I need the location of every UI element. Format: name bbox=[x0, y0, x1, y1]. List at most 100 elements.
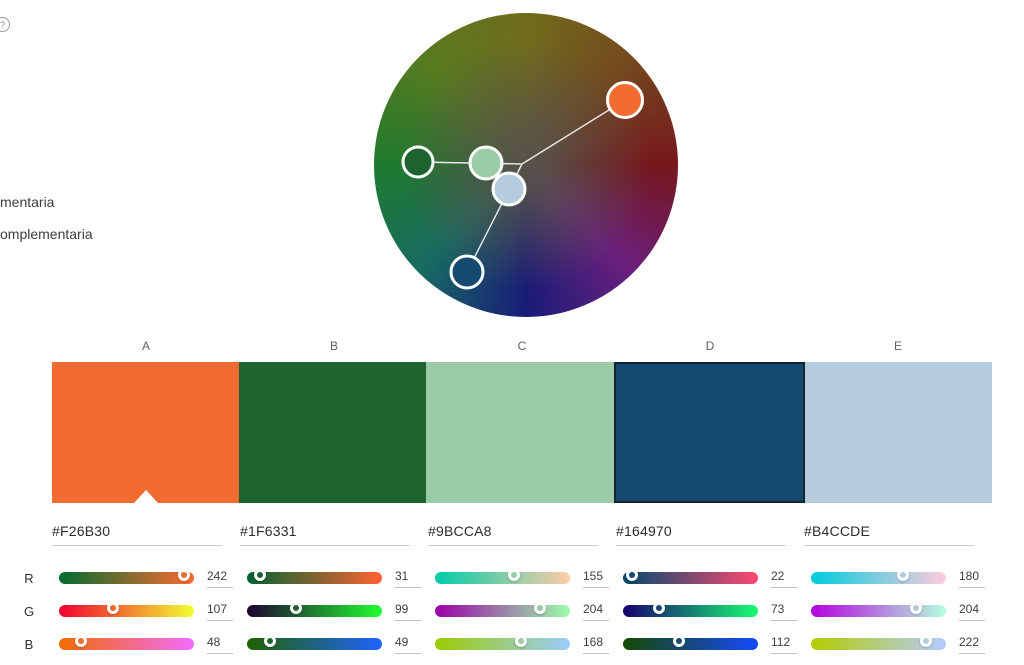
slider-track-e-r[interactable] bbox=[811, 569, 946, 584]
slider-value-d-r[interactable]: 22 bbox=[771, 570, 797, 588]
channel-label-b: B bbox=[24, 637, 34, 652]
wheel-handles-overlay bbox=[401, 81, 644, 290]
swatch-b[interactable] bbox=[239, 362, 427, 503]
slider-track-b-g[interactable] bbox=[247, 602, 382, 617]
wheel-handle-a-active[interactable] bbox=[606, 81, 644, 119]
wheel-handle-d[interactable] bbox=[449, 254, 485, 290]
hex-field-c: #9BCCA8 bbox=[428, 523, 616, 546]
slider-value-b-r[interactable]: 31 bbox=[395, 570, 421, 588]
slider-column-e: 180 204 222 bbox=[811, 569, 999, 665]
slider-track-c-b[interactable] bbox=[435, 635, 570, 650]
slider-track-c-r[interactable] bbox=[435, 569, 570, 584]
column-label-e: E bbox=[893, 339, 902, 353]
wheel-handle-e[interactable] bbox=[491, 171, 527, 207]
slider-row-d-r: 22 bbox=[623, 569, 811, 588]
slider-handle-d-b[interactable] bbox=[673, 635, 686, 647]
slider-track-e-g[interactable] bbox=[811, 602, 946, 617]
slider-value-d-g[interactable]: 73 bbox=[771, 603, 797, 621]
slider-row-e-b: 222 bbox=[811, 635, 999, 654]
slider-value-a-g[interactable]: 107 bbox=[207, 603, 233, 621]
slider-column-c: 155 204 168 bbox=[435, 569, 623, 665]
slider-value-c-r[interactable]: 155 bbox=[583, 570, 609, 588]
slider-row-c-g: 204 bbox=[435, 602, 623, 621]
slider-track-a-r[interactable] bbox=[59, 569, 194, 584]
hex-field-b: #1F6331 bbox=[240, 523, 428, 546]
column-label-d: D bbox=[705, 339, 715, 353]
slider-track-b-r[interactable] bbox=[247, 569, 382, 584]
slider-handle-e-r[interactable] bbox=[897, 569, 910, 581]
slider-column-b: 31 99 49 bbox=[247, 569, 435, 665]
help-icon-glyph: ? bbox=[0, 19, 5, 30]
hex-input-b[interactable]: #1F6331 bbox=[240, 523, 410, 546]
slider-row-a-r: 242 bbox=[59, 569, 247, 588]
slider-handle-d-r[interactable] bbox=[625, 569, 638, 581]
slider-column-d: 22 73 112 bbox=[623, 569, 811, 665]
handle-connector-line bbox=[521, 99, 626, 165]
slider-row-e-r: 180 bbox=[811, 569, 999, 588]
slider-track-c-g[interactable] bbox=[435, 602, 570, 617]
slider-handle-a-b[interactable] bbox=[75, 635, 88, 647]
hex-input-e[interactable]: #B4CCDE bbox=[804, 523, 974, 546]
slider-track-d-b[interactable] bbox=[623, 635, 758, 650]
slider-track-a-g[interactable] bbox=[59, 602, 194, 617]
slider-row-b-r: 31 bbox=[247, 569, 435, 588]
column-label-a: A bbox=[141, 339, 150, 353]
slider-handle-a-g[interactable] bbox=[106, 602, 119, 614]
slider-handle-c-r[interactable] bbox=[508, 569, 521, 581]
hex-input-d[interactable]: #164970 bbox=[616, 523, 786, 546]
swatch-a[interactable] bbox=[52, 362, 240, 503]
harmony-option-split-complementary[interactable]: omplementaria bbox=[0, 226, 93, 242]
slider-track-d-r[interactable] bbox=[623, 569, 758, 584]
channel-label-g: G bbox=[23, 604, 35, 619]
slider-track-d-g[interactable] bbox=[623, 602, 758, 617]
slider-handle-b-r[interactable] bbox=[254, 569, 267, 581]
slider-value-e-r[interactable]: 180 bbox=[959, 570, 985, 588]
wheel-handle-c[interactable] bbox=[468, 145, 504, 181]
hex-input-c[interactable]: #9BCCA8 bbox=[428, 523, 598, 546]
slider-handle-e-b[interactable] bbox=[919, 635, 932, 647]
slider-handle-c-g[interactable] bbox=[534, 602, 546, 614]
wheel-handle-b[interactable] bbox=[401, 145, 435, 179]
column-label-c: C bbox=[517, 339, 527, 353]
slider-value-b-b[interactable]: 49 bbox=[395, 636, 421, 654]
hex-field-d: #164970 bbox=[616, 523, 804, 546]
slider-handle-e-g[interactable] bbox=[910, 602, 922, 614]
slider-handle-c-b[interactable] bbox=[514, 635, 527, 647]
slider-row-d-g: 73 bbox=[623, 602, 811, 621]
slider-row-d-b: 112 bbox=[623, 635, 811, 654]
slider-track-e-b[interactable] bbox=[811, 635, 946, 650]
slider-handle-d-g[interactable] bbox=[652, 602, 665, 614]
slider-handle-a-r[interactable] bbox=[178, 569, 191, 581]
help-icon[interactable]: ? bbox=[0, 17, 10, 32]
slider-row-b-b: 49 bbox=[247, 635, 435, 654]
slider-value-b-g[interactable]: 99 bbox=[395, 603, 421, 621]
slider-column-a: 242 107 48 bbox=[59, 569, 247, 665]
color-wheel bbox=[374, 13, 678, 317]
slider-row-e-g: 204 bbox=[811, 602, 999, 621]
slider-row-b-g: 99 bbox=[247, 602, 435, 621]
column-label-b: B bbox=[329, 339, 338, 353]
slider-value-e-g[interactable]: 204 bbox=[959, 603, 985, 621]
hex-input-a[interactable]: #F26B30 bbox=[52, 523, 222, 546]
slider-handle-b-b[interactable] bbox=[263, 635, 276, 647]
slider-value-e-b[interactable]: 222 bbox=[959, 636, 985, 654]
slider-track-a-b[interactable] bbox=[59, 635, 194, 650]
hex-input-row: #F26B30 #1F6331 #9BCCA8 #164970 #B4CCDE bbox=[52, 523, 992, 546]
slider-value-c-g[interactable]: 204 bbox=[583, 603, 609, 621]
swatch-c[interactable] bbox=[426, 362, 614, 503]
slider-value-c-b[interactable]: 168 bbox=[583, 636, 609, 654]
swatch-e[interactable] bbox=[804, 362, 993, 503]
slider-track-b-b[interactable] bbox=[247, 635, 382, 650]
slider-value-a-b[interactable]: 48 bbox=[207, 636, 233, 654]
slider-row-a-g: 107 bbox=[59, 602, 247, 621]
slider-row-c-r: 155 bbox=[435, 569, 623, 588]
slider-value-d-b[interactable]: 112 bbox=[771, 636, 797, 654]
harmony-option-complementary[interactable]: mentaria bbox=[0, 194, 55, 210]
harmony-rule-list: mentaria omplementaria bbox=[0, 193, 93, 257]
rgb-slider-grid: 242 107 48 31 99 49 155 204 168 22 73 112 180 204 222 bbox=[59, 569, 999, 665]
slider-value-a-r[interactable]: 242 bbox=[207, 570, 233, 588]
slider-handle-b-g[interactable] bbox=[290, 602, 303, 614]
hex-field-e: #B4CCDE bbox=[804, 523, 992, 546]
swatch-d[interactable] bbox=[613, 362, 805, 503]
